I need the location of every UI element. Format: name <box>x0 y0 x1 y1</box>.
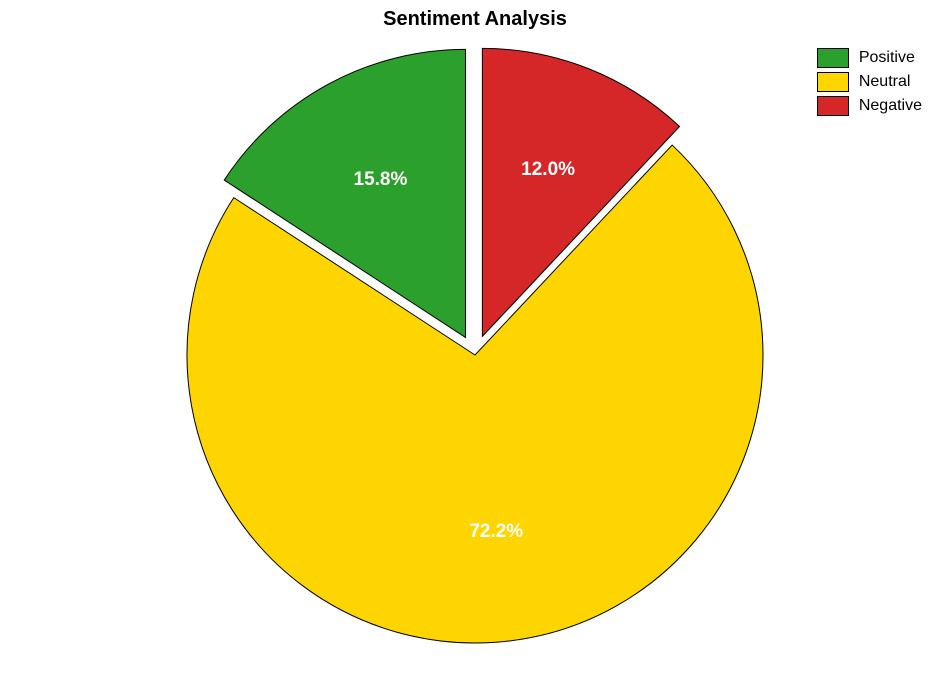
legend-label-neutral: Neutral <box>859 73 911 91</box>
legend-swatch-positive <box>817 48 849 68</box>
legend-item-neutral: Neutral <box>817 72 922 92</box>
pie-chart <box>147 27 803 683</box>
legend-swatch-negative <box>817 96 849 116</box>
legend-label-negative: Negative <box>859 97 922 115</box>
slice-label-negative: 12.0% <box>521 159 575 181</box>
chart-container: Sentiment Analysis PositiveNeutralNegati… <box>0 0 950 662</box>
legend-item-negative: Negative <box>817 96 922 116</box>
legend: Positive Neutral Negative <box>817 48 922 120</box>
pie-slice-neutral <box>187 145 763 643</box>
legend-item-positive: Positive <box>817 48 922 68</box>
slice-label-neutral: 72.2% <box>469 521 523 543</box>
legend-label-positive: Positive <box>859 49 915 67</box>
legend-swatch-neutral <box>817 72 849 92</box>
slice-label-positive: 15.8% <box>354 169 408 191</box>
